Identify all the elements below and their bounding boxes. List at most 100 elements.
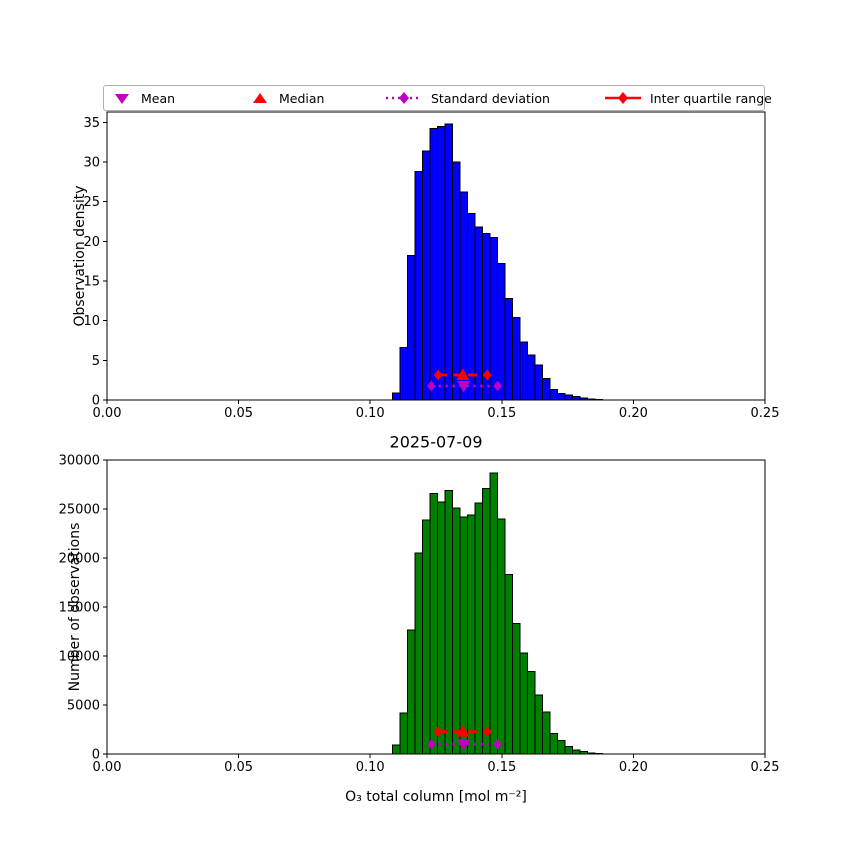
mean-marker xyxy=(457,381,471,393)
histogram-bar xyxy=(549,732,559,755)
histogram-bar xyxy=(542,711,551,755)
y-tick-label: 20 xyxy=(83,235,100,250)
std-high-marker xyxy=(493,738,502,750)
y-tick-label: 30000 xyxy=(59,454,100,469)
y-tick-label: 0 xyxy=(92,394,100,409)
histogram-bar xyxy=(527,671,536,755)
histogram-bar xyxy=(444,489,454,755)
legend-label: Inter quartile range xyxy=(650,90,772,106)
histogram-bar xyxy=(497,518,506,755)
histogram-bar xyxy=(564,394,574,401)
iqr-high-marker xyxy=(483,726,492,738)
median-marker xyxy=(456,725,470,737)
histogram-bar xyxy=(437,501,446,755)
histogram-bar xyxy=(512,316,521,401)
histogram-bar xyxy=(549,389,559,401)
x-tick-label: 0.25 xyxy=(751,406,780,421)
histogram-bar xyxy=(527,354,536,401)
y-tick-label: 25 xyxy=(83,195,100,210)
histogram-bar xyxy=(459,516,469,755)
y-tick-label: 5 xyxy=(92,354,100,369)
axes-frame xyxy=(106,111,766,401)
histogram-bar xyxy=(519,652,529,755)
histogram-bar xyxy=(489,472,499,755)
x-tick-label: 0.20 xyxy=(619,760,648,775)
legend-label: Mean xyxy=(141,90,176,106)
histogram-bar xyxy=(414,171,424,401)
histogram-bar xyxy=(557,392,566,401)
x-tick-label: 0.05 xyxy=(224,760,253,775)
histogram-bar xyxy=(504,297,514,401)
legend-label: Standard deviation xyxy=(431,90,550,106)
triangle-down-icon xyxy=(115,94,129,104)
iqr-high-marker xyxy=(483,369,492,381)
y-tick-label: 5000 xyxy=(67,699,100,714)
histogram-bar xyxy=(407,255,416,401)
histogram-bar xyxy=(474,502,484,755)
x-tick-label: 0.15 xyxy=(487,760,516,775)
x-tick-label: 0.00 xyxy=(93,406,122,421)
legend-label: Median xyxy=(279,90,325,106)
histogram-bar xyxy=(497,263,506,401)
histogram-bars xyxy=(392,123,604,401)
histogram-bar xyxy=(534,694,544,755)
top-subplot: 0.00 0.05 0.10 0.15 0.20 0.25 0 5 10 15 20 25 30 35 xyxy=(83,111,780,421)
plot-title: 2025-07-09 xyxy=(389,432,483,452)
x-tick-label: 0.10 xyxy=(356,760,385,775)
diamond-icon xyxy=(618,92,628,104)
histogram-bar xyxy=(422,519,431,755)
histogram-bar xyxy=(422,150,431,401)
triangle-up-icon xyxy=(253,93,267,103)
histogram-bar xyxy=(399,347,409,401)
legend-item: Mean xyxy=(111,86,175,110)
std-deviation-legend-icon xyxy=(386,92,422,104)
histogram-bars xyxy=(392,472,604,755)
iqr-low-marker xyxy=(433,726,443,738)
histogram-bar xyxy=(392,744,401,755)
histogram-bar xyxy=(407,629,416,755)
legend-item: Inter quartile range xyxy=(604,86,772,110)
bottom-subplot: 0.00 0.05 0.10 0.15 0.20 0.25 0 5000 10000 15000 2… xyxy=(59,454,780,776)
x-tick-label: 0.20 xyxy=(619,406,648,421)
y-axis-label-bottom: Number of observations xyxy=(67,522,83,692)
legend: Mean Median Standard deviation Inter quarti… xyxy=(103,85,772,111)
histogram-bar xyxy=(392,392,401,401)
histogram-bar xyxy=(452,507,461,755)
histogram-bar xyxy=(572,749,581,755)
histogram-bar xyxy=(444,123,454,401)
mean-marker xyxy=(457,739,471,751)
iqr-legend-icon xyxy=(605,92,641,104)
histogram-bar xyxy=(414,552,424,755)
histogram-bar xyxy=(504,574,514,755)
histogram-bar xyxy=(489,236,499,401)
histogram-bar xyxy=(452,161,461,401)
histogram-bar xyxy=(512,623,521,755)
x-axis-label: O₃ total column [mol m⁻²] xyxy=(345,789,527,805)
std-high-marker xyxy=(493,380,502,392)
y-tick-label: 0 xyxy=(92,748,100,763)
legend-item: Median xyxy=(249,86,324,110)
std-low-marker xyxy=(427,738,436,750)
histogram-bar xyxy=(534,364,544,401)
y-tick-label: 20000 xyxy=(59,552,100,567)
histogram-bar xyxy=(564,746,574,755)
y-tick-label: 10000 xyxy=(59,650,100,665)
y-tick-label: 15000 xyxy=(59,601,100,616)
histogram-bar xyxy=(482,487,491,755)
x-tick-label: 0.25 xyxy=(751,760,780,775)
y-tick-label: 15 xyxy=(83,274,100,289)
histogram-bar xyxy=(519,341,529,401)
histogram-bar xyxy=(467,213,476,401)
x-tick-label: 0.05 xyxy=(224,406,253,421)
diamond-icon xyxy=(399,92,409,104)
median-legend-icon xyxy=(253,93,267,103)
histogram-bar xyxy=(437,125,446,401)
y-tick-label: 25000 xyxy=(59,503,100,518)
y-tick-label: 10 xyxy=(83,314,100,329)
histogram-bar xyxy=(429,492,439,755)
iqr-low-marker xyxy=(433,369,443,381)
legend-item: Standard deviation xyxy=(385,86,550,110)
histogram-bar xyxy=(467,514,476,755)
